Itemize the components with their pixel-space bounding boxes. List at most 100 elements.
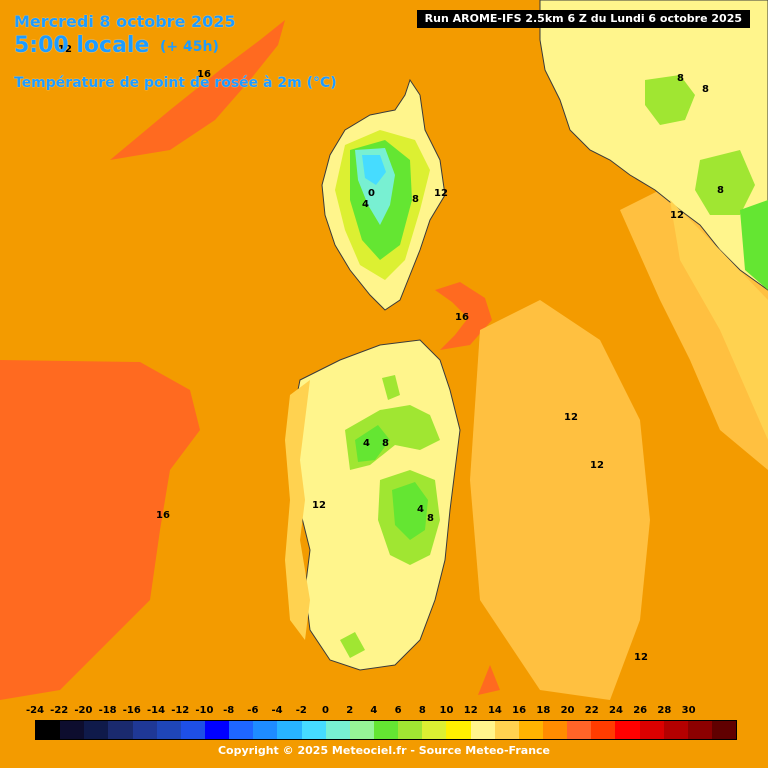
contour-label: 4 <box>363 438 370 449</box>
italy-green-2 <box>695 150 755 215</box>
legend-swatch <box>494 721 519 739</box>
contour-label: 12 <box>590 460 604 471</box>
legend-swatch <box>229 721 254 739</box>
legend-tick-label: 10 <box>439 705 454 716</box>
legend-swatch <box>567 721 592 739</box>
contour-label: 8 <box>717 185 724 196</box>
warm-zone-center <box>435 282 492 350</box>
contour-label: 12 <box>564 412 578 423</box>
contour-label: 0 <box>368 188 375 199</box>
warm-zone-south <box>478 665 500 695</box>
legend-labels: -24 -22 -20 -18 -16 -14 -12 -10 -8 -6 -4 -2 0 2 4 6 8 10 1… <box>0 705 768 719</box>
legend-swatch <box>325 721 350 739</box>
legend-tick-label: 16 <box>512 705 527 716</box>
legend-tick-label: 2 <box>346 705 354 716</box>
legend-tick-label: 4 <box>370 705 378 716</box>
legend-swatch <box>60 721 85 739</box>
legend-swatch <box>422 721 447 739</box>
copyright-notice: Copyright © 2025 Meteociel.fr - Source M… <box>217 744 551 757</box>
italy-orange-strip <box>670 200 768 440</box>
warm-zone-northwest <box>110 20 285 160</box>
parameter-title: Température de point de rosée à 2m (°C) <box>14 75 337 91</box>
legend-swatch <box>277 721 302 739</box>
legend-swatch <box>711 721 737 739</box>
contour-label: 8 <box>427 513 434 524</box>
contour-label: 12 <box>312 500 326 511</box>
legend-swatch <box>84 721 109 739</box>
forecast-lead-time: (+ 45h) <box>160 39 219 55</box>
contour-label: 8 <box>382 438 389 449</box>
legend-tick-label: 12 <box>463 705 478 716</box>
legend-swatch <box>398 721 423 739</box>
legend-tick-label: 0 <box>321 705 329 716</box>
sardinia-green-center-dark <box>392 482 428 540</box>
contour-label: 8 <box>702 84 709 95</box>
legend-swatch <box>204 721 230 739</box>
legend-tick-label: -8 <box>223 705 235 716</box>
forecast-date: Mercredi 8 octobre 2025 <box>14 12 236 31</box>
legend-tick-label: 20 <box>560 705 575 716</box>
legend-swatch <box>615 721 640 739</box>
legend-tick-label: 24 <box>608 705 623 716</box>
italy-green-1 <box>645 75 695 125</box>
legend-tick-label: -18 <box>98 705 117 716</box>
legend-swatch <box>687 721 712 739</box>
sardinia-south-green <box>340 632 365 658</box>
legend-tick-label: 8 <box>418 705 426 716</box>
legend-swatch <box>470 721 495 739</box>
legend-swatch <box>180 721 205 739</box>
legend-tick-label: 6 <box>394 705 402 716</box>
legend-tick-label: -20 <box>74 705 93 716</box>
legend-swatch <box>639 721 664 739</box>
legend-tick-label: -2 <box>295 705 307 716</box>
legend-swatch <box>36 721 61 739</box>
sardinia-orange-edge <box>285 380 310 640</box>
legend-tick-label: -22 <box>50 705 69 716</box>
legend-tick-label: 22 <box>584 705 599 716</box>
legend-tick-label: -6 <box>247 705 259 716</box>
legend-tick-label: -16 <box>122 705 141 716</box>
contour-label: 4 <box>417 504 424 515</box>
contour-label: 12 <box>434 188 448 199</box>
legend-swatch <box>591 721 616 739</box>
legend-tick-label: -4 <box>271 705 283 716</box>
contour-label: 12 <box>634 652 648 663</box>
legend-tick-label: 14 <box>487 705 502 716</box>
legend-swatch <box>542 721 568 739</box>
sardinia-small-green <box>382 375 400 400</box>
legend-tick-label: 30 <box>681 705 696 716</box>
contour-label: 4 <box>362 199 369 210</box>
legend-swatch <box>301 721 326 739</box>
legend-tick-label: -10 <box>195 705 214 716</box>
sardinia-green-north-dark <box>355 425 390 462</box>
corsica-lightblue <box>362 155 386 185</box>
contour-label: 16 <box>455 312 469 323</box>
legend-swatch <box>663 721 688 739</box>
legend-swatch <box>349 721 374 739</box>
forecast-time: 5:00 locale <box>14 33 150 58</box>
legend-swatch <box>132 721 157 739</box>
warm-zone-west <box>0 360 200 700</box>
legend-tick-label: -12 <box>171 705 190 716</box>
legend-swatch <box>108 721 133 739</box>
model-run-label: Run AROME-IFS 2.5km 6 Z du Lundi 6 octob… <box>416 10 750 28</box>
contour-label: 8 <box>412 194 419 205</box>
legend-swatch <box>156 721 181 739</box>
contour-label: 8 <box>677 73 684 84</box>
legend-swatch <box>518 721 543 739</box>
legend-tick-label: 28 <box>657 705 672 716</box>
contour-label: 16 <box>197 69 211 80</box>
legend-swatch <box>253 721 278 739</box>
legend-tick-label: -14 <box>146 705 166 716</box>
contour-label: 12 <box>670 210 684 221</box>
italy-land <box>539 0 768 291</box>
legend-tick-label: 18 <box>536 705 551 716</box>
legend-tick-label: -24 <box>25 705 45 716</box>
legend-tick-label: 26 <box>633 705 648 716</box>
color-scale-bar <box>35 720 737 740</box>
italy-green-3 <box>740 200 768 290</box>
band-light-south <box>470 300 650 700</box>
contour-label: 16 <box>156 510 170 521</box>
contour-label: 12 <box>58 44 72 55</box>
